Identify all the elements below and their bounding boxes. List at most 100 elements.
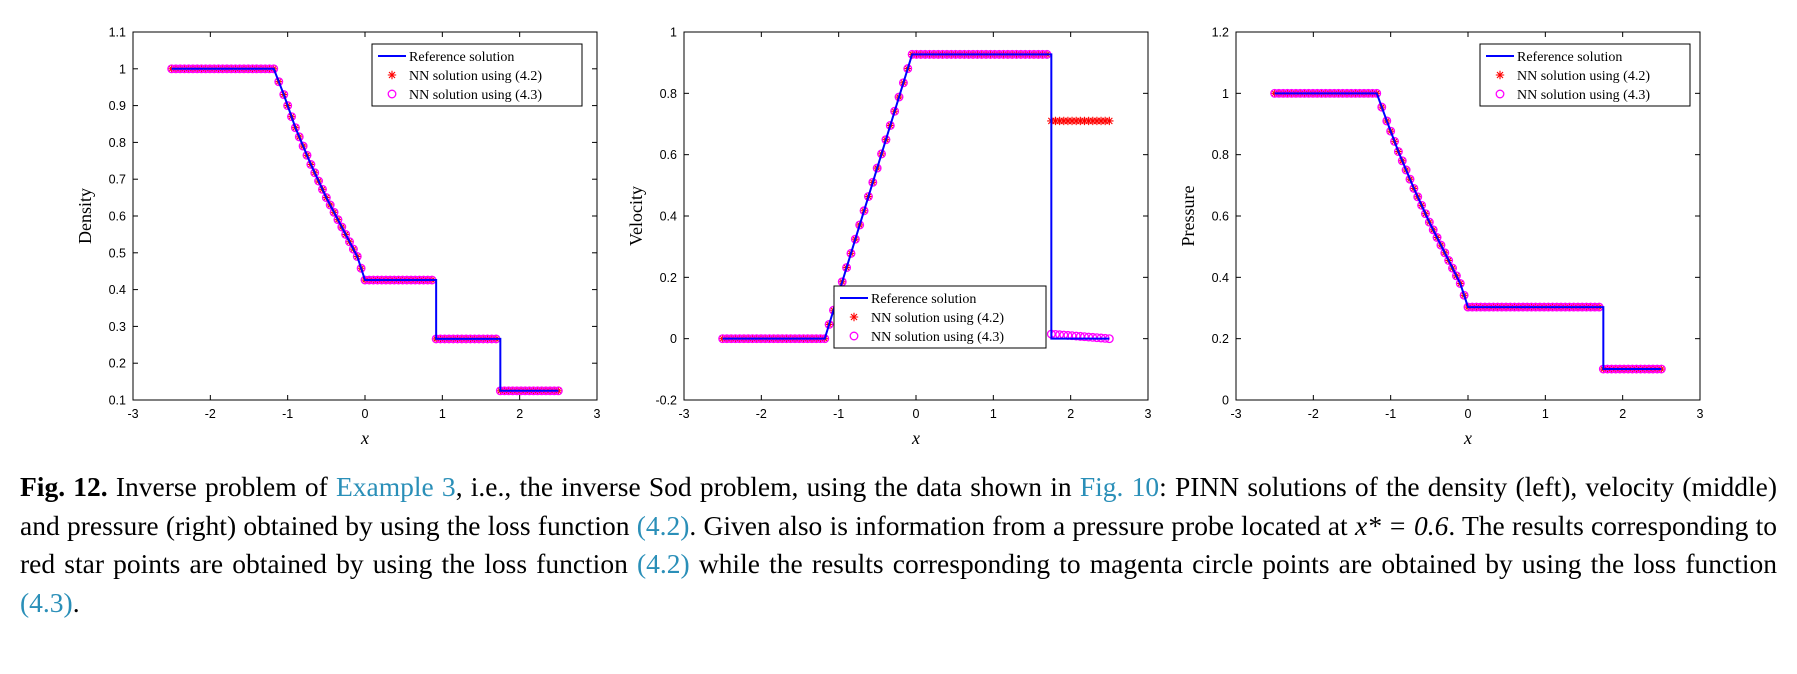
caption-link-figure[interactable]: Fig. 10 bbox=[1079, 471, 1160, 502]
x-tick-label: 1 bbox=[990, 407, 997, 421]
nn-4-3-point bbox=[1444, 256, 1454, 265]
legend: Reference solution NN solution using (4.2… bbox=[371, 43, 583, 107]
x-tick-label: 0 bbox=[362, 407, 369, 421]
nn-4-3-point bbox=[877, 149, 886, 159]
nn-4-3-point bbox=[863, 192, 873, 201]
legend-star-swatch bbox=[849, 312, 859, 322]
nn-4-3-point bbox=[1397, 156, 1407, 166]
y-tick-label: 0.8 bbox=[660, 87, 677, 101]
nn-4-3-point bbox=[1071, 331, 1081, 341]
x-tick-label: 2 bbox=[1619, 407, 1626, 421]
caption-text: . The results corresponding to red star … bbox=[20, 509, 1778, 580]
nn-4-3-point bbox=[1455, 279, 1465, 288]
x-tick-label: -3 bbox=[678, 407, 689, 421]
nn-4-3-point bbox=[287, 112, 296, 122]
legend-box bbox=[833, 285, 1047, 349]
legend: Reference solution NN solution using (4.2… bbox=[833, 285, 1047, 349]
nn-4-3-point bbox=[337, 222, 347, 232]
nn-4-3-point bbox=[890, 106, 900, 116]
y-tick-label: 0.8 bbox=[1212, 148, 1229, 162]
legend-label: Reference solution bbox=[1517, 50, 1622, 65]
nn-4-3-point bbox=[1436, 240, 1446, 250]
nn-4-3-point bbox=[290, 123, 300, 133]
reference-solution-line bbox=[722, 53, 1110, 340]
nn-4-3-point bbox=[298, 141, 308, 151]
y-tick-label: 1.2 bbox=[1212, 26, 1229, 40]
nn-4-3-point bbox=[294, 132, 304, 142]
x-tick-label: -1 bbox=[282, 407, 293, 421]
y-tick-label: 0 bbox=[670, 332, 677, 346]
x-tick-label: -2 bbox=[205, 407, 216, 421]
caption-text: : PINN solutions of the density (left), … bbox=[20, 471, 1777, 541]
legend-label: NN solution using (4.3) bbox=[871, 330, 1004, 345]
figure-charts: -3 -2 -1 0 1 2 3 0.1 0.2 0.3 0.4 0.5 0.6 0.7 0.8 0.9 1 1.… bbox=[75, 26, 1704, 449]
nn-4-2-series bbox=[1270, 89, 1666, 374]
nn-4-3-point bbox=[824, 320, 834, 329]
nn-4-3-point bbox=[321, 193, 331, 203]
nn-4-3-point bbox=[318, 184, 327, 194]
y-tick-label: 0.4 bbox=[660, 210, 677, 224]
x-axis-label: x bbox=[360, 428, 369, 448]
legend-label: Reference solution bbox=[409, 50, 514, 65]
caption-link-equation[interactable]: (4.3) bbox=[20, 586, 73, 618]
nn-4-3-point bbox=[356, 263, 366, 273]
nn-4-3-point bbox=[325, 200, 335, 210]
y-tick-label: 0.4 bbox=[109, 283, 126, 297]
nn-4-3-point bbox=[341, 229, 351, 239]
nn-4-3-point bbox=[1428, 225, 1438, 235]
nn-4-3-point bbox=[1409, 183, 1419, 193]
x-tick-label: -2 bbox=[756, 407, 767, 421]
caption-figure-label: Fig. 12. bbox=[20, 471, 108, 502]
nn-4-3-point bbox=[302, 150, 312, 160]
nn-4-3-point bbox=[1075, 331, 1085, 341]
legend-circle-swatch bbox=[849, 331, 859, 341]
nn-4-3-point bbox=[274, 77, 284, 87]
nn-4-2-series bbox=[167, 64, 563, 395]
nn-4-3-point bbox=[348, 244, 358, 254]
nn-4-3-point bbox=[310, 168, 320, 178]
legend: Reference solution NN solution using (4.2… bbox=[1479, 43, 1691, 107]
nn-4-3-point bbox=[1432, 233, 1442, 242]
nn-4-3-series bbox=[1270, 88, 1666, 374]
caption-link-equation[interactable]: (4.2) bbox=[636, 509, 690, 541]
caption-link-example[interactable]: Example 3 bbox=[335, 471, 456, 502]
x-tick-label: -1 bbox=[833, 407, 844, 421]
nn-4-3-point bbox=[1084, 332, 1094, 342]
x-tick-label: 0 bbox=[913, 407, 920, 421]
y-tick-label: 1 bbox=[1222, 87, 1229, 101]
caption-text: . Given also is information from a press… bbox=[689, 509, 1355, 541]
x-tick-label: 1 bbox=[439, 407, 446, 421]
nn-4-3-point bbox=[1393, 147, 1403, 157]
legend-circle-swatch bbox=[1495, 89, 1505, 99]
nn-4-3-point bbox=[1448, 263, 1457, 273]
legend-star-swatch bbox=[1495, 70, 1505, 80]
nn-4-3-point bbox=[898, 78, 908, 88]
y-tick-label: 0 bbox=[1222, 394, 1229, 408]
nn-4-3-point bbox=[868, 177, 878, 187]
reference-solution-line bbox=[1274, 92, 1662, 371]
x-axis-label: x bbox=[911, 428, 920, 448]
nn-4-3-point bbox=[1401, 165, 1411, 175]
nn-4-3-point bbox=[846, 248, 856, 258]
caption-link-equation[interactable]: (4.2) bbox=[636, 548, 690, 579]
nn-4-3-point bbox=[283, 101, 293, 111]
nn-4-3-series bbox=[167, 64, 563, 396]
y-tick-label: 0.2 bbox=[1212, 332, 1229, 346]
density-chart: -3 -2 -1 0 1 2 3 0.1 0.2 0.3 0.4 0.5 0.6 0.7 0.8 0.9 1 1.… bbox=[75, 26, 601, 449]
x-tick-label: 2 bbox=[516, 407, 523, 421]
caption-text: . bbox=[72, 586, 80, 618]
nn-4-3-point bbox=[345, 237, 354, 247]
x-tick-label: 0 bbox=[1465, 407, 1472, 421]
caption-math: x* = 0.6 bbox=[1354, 509, 1449, 541]
nn-4-3-point bbox=[1424, 217, 1434, 227]
y-tick-label: 0.6 bbox=[660, 148, 677, 162]
nn-4-3-point bbox=[859, 206, 869, 216]
nn-4-3-point bbox=[1405, 174, 1415, 184]
x-tick-label: -1 bbox=[1385, 407, 1396, 421]
x-axis-label: x bbox=[1463, 428, 1472, 448]
y-tick-label: 0.6 bbox=[109, 210, 126, 224]
nn-4-3-point bbox=[1417, 200, 1427, 210]
y-tick-label: 0.6 bbox=[1212, 210, 1229, 224]
caption-text: Inverse problem of bbox=[107, 471, 336, 502]
y-tick-label: -0.2 bbox=[655, 394, 677, 408]
